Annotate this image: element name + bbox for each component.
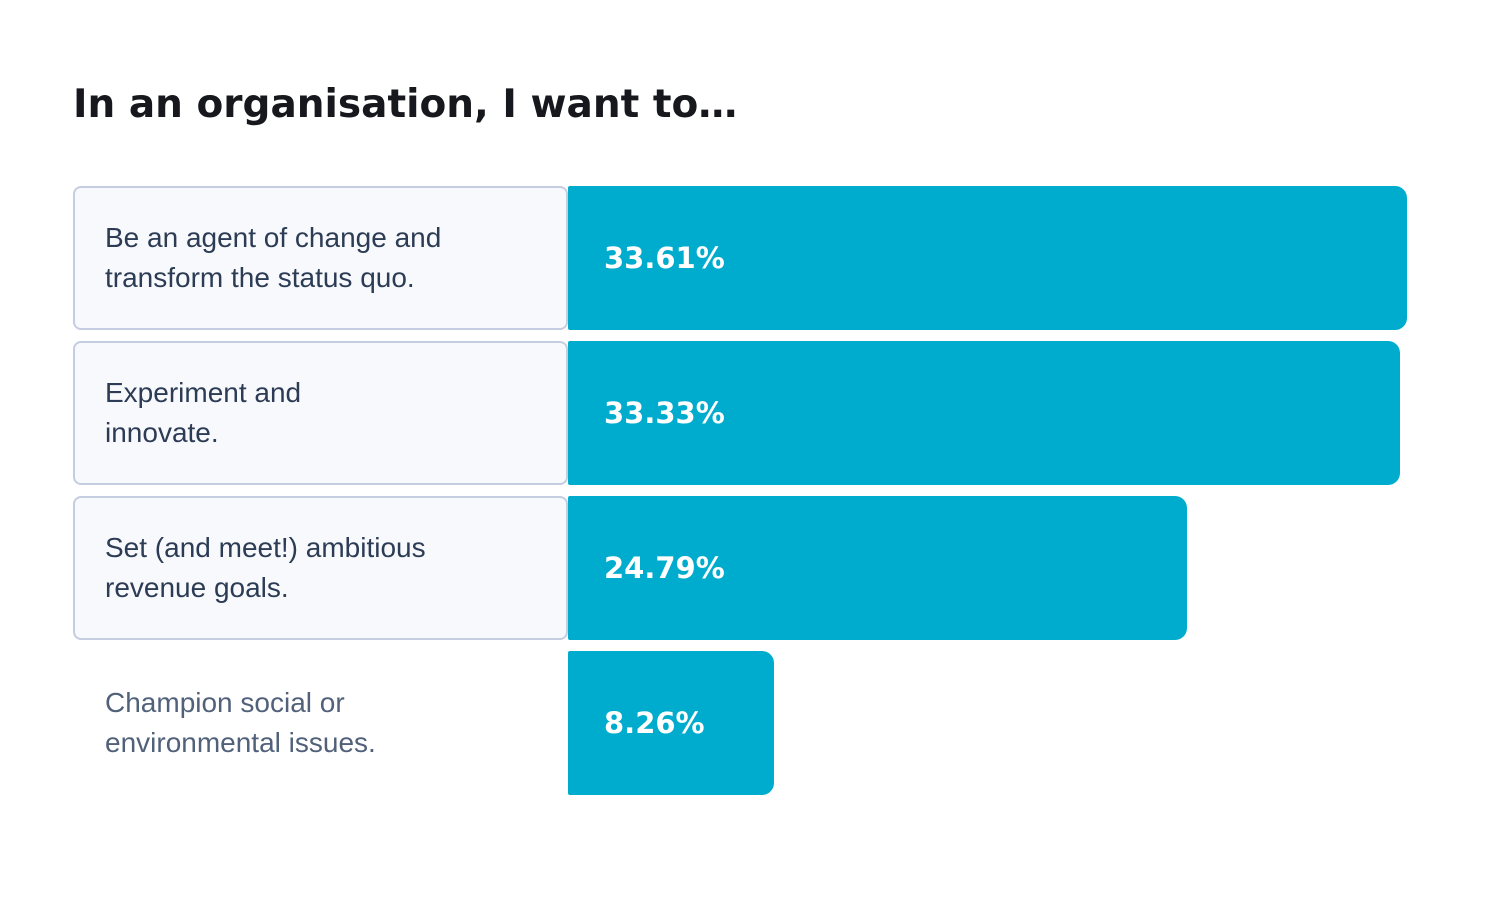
category-label-box: Be an agent of change and transform the s… (73, 186, 568, 330)
category-label: Experiment and innovate. (105, 377, 302, 448)
bar: 24.79% (568, 496, 1187, 640)
bar: 33.61% (568, 186, 1407, 330)
bar-area: 24.79% (568, 496, 1407, 640)
category-label: Be an agent of change and transform the s… (105, 222, 442, 293)
chart-row: Champion social or environmental issues. … (73, 651, 1407, 795)
bar-value-label: 33.33% (604, 396, 725, 430)
chart-row: Set (and meet!) ambitious revenue goals. … (73, 496, 1407, 640)
bar-area: 33.33% (568, 341, 1407, 485)
bar: 8.26% (568, 651, 775, 795)
chart-row: Be an agent of change and transform the s… (73, 186, 1407, 330)
bar-value-label: 8.26% (604, 706, 705, 740)
category-label-box: Champion social or environmental issues. (73, 651, 568, 795)
bar-area: 8.26% (568, 651, 1407, 795)
bar: 33.33% (568, 341, 1400, 485)
chart-rows: Be an agent of change and transform the s… (73, 186, 1407, 795)
category-label-box: Set (and meet!) ambitious revenue goals. (73, 496, 568, 640)
chart-title: In an organisation, I want to… (73, 82, 738, 127)
bar-area: 33.61% (568, 186, 1407, 330)
category-label-box: Experiment and innovate. (73, 341, 568, 485)
category-label: Champion social or environmental issues. (105, 687, 376, 758)
bar-value-label: 33.61% (604, 241, 725, 275)
category-label: Set (and meet!) ambitious revenue goals. (105, 532, 426, 603)
chart-row: Experiment and innovate. 33.33% (73, 341, 1407, 485)
bar-value-label: 24.79% (604, 551, 725, 585)
